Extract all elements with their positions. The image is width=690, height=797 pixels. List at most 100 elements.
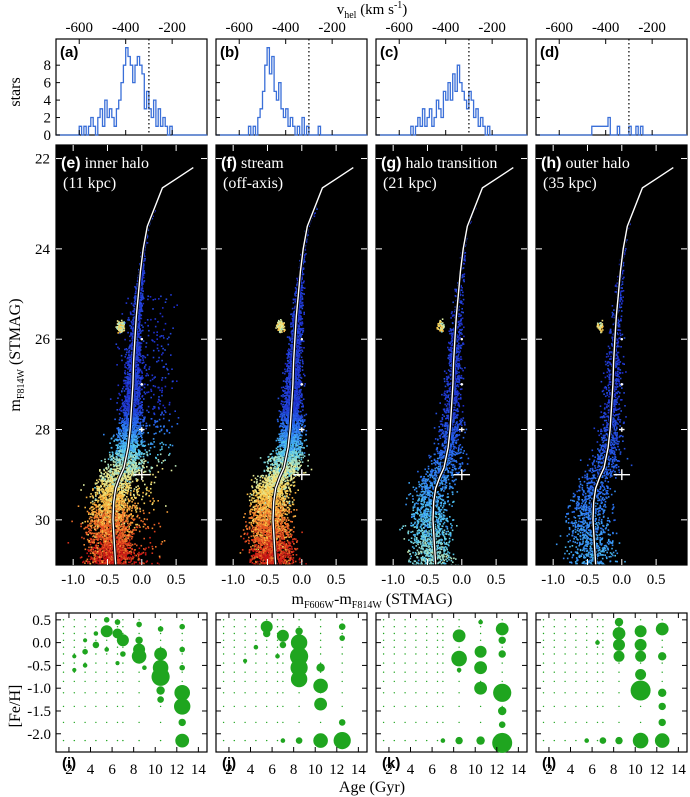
- sfh-grid-point: [564, 626, 566, 628]
- sfh-x-tick-label: 8: [610, 762, 618, 778]
- hist-y-tick-label: 8: [44, 58, 52, 74]
- sfh-point: [658, 718, 666, 727]
- sfh-grid-point: [404, 705, 406, 708]
- sfh-grid-point: [602, 671, 604, 673]
- sfh-grid-point: [159, 739, 162, 742]
- sfh-grid-point: [62, 626, 65, 628]
- sfh-x-tick-label: 10: [148, 762, 163, 778]
- sfh-grid-point: [282, 671, 284, 673]
- sfh-grid-point: [298, 619, 300, 621]
- sfh-grid-point: [404, 626, 406, 628]
- sfh-grid-point: [426, 632, 428, 635]
- sfh-grid-point: [84, 646, 86, 648]
- sfh-grid-point: [564, 662, 566, 664]
- sfh-grid-point: [95, 671, 97, 673]
- sfh-grid-point: [436, 662, 439, 664]
- sfh-grid-point: [458, 692, 460, 694]
- sfh-point: [456, 667, 462, 673]
- sfh-grid-point: [341, 619, 343, 621]
- sfh-grid-point: [442, 721, 444, 724]
- sfh-grid-point: [639, 721, 642, 724]
- sfh-grid-point: [404, 653, 406, 655]
- sfh-point: [83, 638, 88, 643]
- sfh-grid-point: [501, 705, 503, 708]
- sfh-grid-point: [661, 671, 663, 673]
- cmd-panel-label-f: (f) stream: [221, 155, 284, 172]
- sfh-point: [493, 683, 512, 702]
- sfh-grid-point: [618, 626, 620, 628]
- sfh-grid-point: [159, 721, 162, 724]
- sfh-point: [114, 619, 121, 625]
- cmd-x-tick-label: -0.5: [256, 572, 280, 588]
- sfh-grid-point: [415, 662, 417, 664]
- sfh-grid-point: [393, 671, 395, 673]
- cmd-background: [536, 145, 687, 565]
- histogram-row: -600 -400 -200 02 46 8 -600 -400 -200 -600 -400 -20…: [44, 20, 688, 144]
- sfh-y-label: [Fe/H]: [7, 685, 24, 728]
- sfh-grid-point: [602, 653, 604, 655]
- sfh-grid-point: [436, 705, 439, 708]
- sfh-x-tick-label: 10: [308, 762, 323, 778]
- sfh-grid-point: [244, 680, 246, 683]
- sfh-grid-point: [586, 662, 588, 664]
- sfh-point: [156, 686, 165, 695]
- sfh-grid-point: [181, 632, 183, 635]
- sfh-grid-point: [564, 639, 566, 641]
- sfh-grid-point: [639, 662, 642, 664]
- sfh-grid-point: [222, 662, 225, 664]
- sfh-grid-point: [564, 705, 566, 708]
- sfh-grid-point: [255, 632, 257, 635]
- sfh-grid-point: [501, 646, 503, 648]
- sfh-grid-point: [282, 619, 284, 621]
- sfh-grid-point: [479, 639, 482, 641]
- sfh-grid-point: [564, 646, 566, 648]
- sfh-grid-point: [244, 639, 246, 641]
- sfh-grid-point: [276, 705, 279, 708]
- sfh-grid-point: [596, 671, 599, 673]
- sfh-grid-point: [479, 705, 482, 708]
- sfh-point: [179, 664, 185, 671]
- sfh-grid-point: [393, 692, 395, 694]
- sfh-grid-point: [553, 671, 555, 673]
- sfh-grid-point: [426, 671, 428, 673]
- sfh-point: [175, 733, 190, 748]
- sfh-grid-point: [276, 646, 279, 648]
- sfh-grid-point: [596, 721, 599, 724]
- sfh-point: [338, 719, 346, 726]
- sfh-grid-point: [62, 662, 65, 664]
- sfh-grid-point: [266, 662, 268, 664]
- sfh-x-tick-label: 14: [351, 762, 367, 778]
- sfh-grid-point: [116, 739, 119, 742]
- sfh-grid-point: [553, 646, 555, 648]
- hist-x-tick-label: -600: [65, 20, 93, 36]
- sfh-grid-point: [575, 705, 577, 708]
- sfh-x-tick-label: 4: [407, 762, 415, 778]
- sfh-grid-point: [181, 680, 183, 683]
- sfh-grid-point: [602, 705, 604, 708]
- sfh-point: [614, 617, 624, 627]
- sfh-grid-point: [282, 705, 284, 708]
- cmd-x-tick-label: 0.0: [132, 572, 151, 588]
- sfh-grid-point: [602, 721, 604, 724]
- sfh-point: [613, 650, 625, 662]
- sfh-x-label: Age (Gyr): [339, 779, 405, 796]
- sfh-grid-point: [596, 662, 599, 664]
- sfh-grid-point: [618, 680, 620, 683]
- sfh-grid-point: [122, 705, 124, 708]
- hist-frame: [55, 38, 208, 136]
- histogram-panel-a: -600 -400 -200 02 46 8: [44, 20, 208, 144]
- sfh-grid-point: [575, 671, 577, 673]
- sfh-grid-point: [436, 692, 439, 694]
- sfh-grid-point: [458, 619, 460, 621]
- sfh-grid-point: [382, 619, 385, 621]
- sfh-grid-point: [95, 721, 97, 724]
- hist-line: [536, 116, 687, 136]
- sfh-grid-point: [404, 680, 406, 683]
- sfh-grid-point: [84, 705, 86, 708]
- sfh-grid-point: [266, 639, 268, 641]
- sfh-grid-point: [404, 721, 406, 724]
- sfh-grid-point: [479, 721, 482, 724]
- sfh-grid-point: [602, 692, 604, 694]
- sfh-grid-point: [415, 705, 417, 708]
- sfh-point: [452, 629, 466, 643]
